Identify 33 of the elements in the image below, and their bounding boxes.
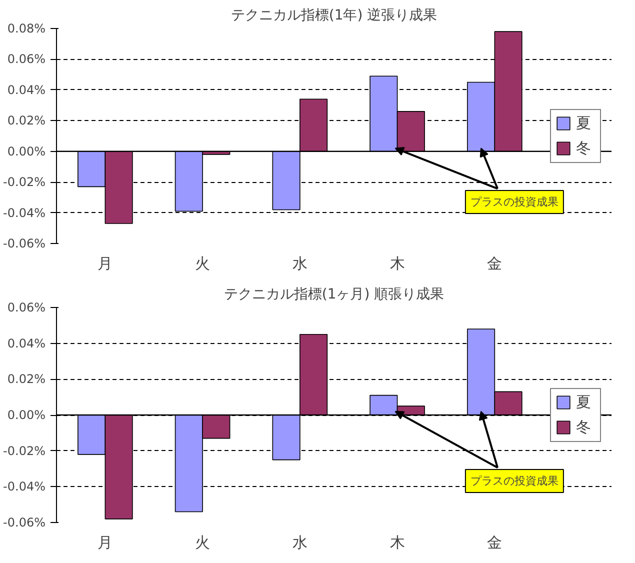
y-tick-label: 0.06% bbox=[7, 52, 46, 66]
x-tick-label: 水 bbox=[292, 254, 308, 272]
y-tick-label: 0.00% bbox=[7, 144, 46, 158]
x-tick-label: 火 bbox=[195, 254, 210, 272]
y-tick-label: 0.02% bbox=[7, 114, 46, 128]
y-tick-label: -0.06% bbox=[3, 516, 46, 530]
annotation: プラスの投資成果 bbox=[470, 196, 558, 208]
y-tick-label: -0.04% bbox=[3, 206, 46, 220]
y-tick-label: 0.02% bbox=[7, 372, 46, 386]
y-tick-label: 0.04% bbox=[7, 336, 46, 350]
y-tick-label: 0.00% bbox=[7, 408, 46, 422]
x-tick-label: 火 bbox=[195, 534, 210, 552]
x-tick-label: 木 bbox=[390, 534, 405, 552]
legend-label: 冬 bbox=[576, 418, 592, 436]
x-tick-label: 木 bbox=[390, 254, 405, 272]
legend-label: 冬 bbox=[576, 138, 592, 158]
chart-title: テクニカル指標(1ヶ月) 順張り成果 bbox=[224, 286, 444, 302]
y-tick-label: 0.06% bbox=[7, 300, 46, 314]
y-tick-label: -0.02% bbox=[3, 444, 46, 458]
x-tick-label: 月 bbox=[98, 534, 113, 552]
chart-title: テクニカル指標(1年) 逆張り成果 bbox=[230, 8, 438, 24]
x-tick-label: 月 bbox=[98, 254, 113, 272]
y-tick-label: -0.06% bbox=[3, 236, 46, 250]
annotation: プラスの投資成果 bbox=[470, 474, 558, 488]
legend-label: 夏 bbox=[576, 114, 592, 132]
x-tick-label: 金 bbox=[487, 254, 502, 272]
y-tick-label: -0.04% bbox=[3, 480, 46, 494]
y-tick-label: 0.08% bbox=[7, 22, 46, 36]
y-tick-label: 0.04% bbox=[7, 82, 46, 97]
x-tick-label: 金 bbox=[487, 534, 502, 552]
legend-label: 夏 bbox=[576, 392, 592, 412]
y-tick-label: -0.02% bbox=[3, 175, 46, 190]
x-tick-label: 水 bbox=[292, 534, 308, 552]
